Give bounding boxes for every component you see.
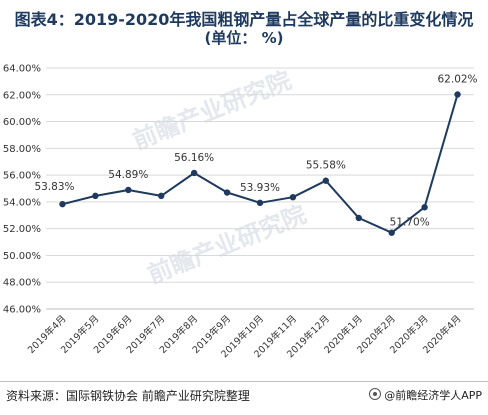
y-tick-label: 56.00% xyxy=(3,171,41,182)
data-label: 55.58% xyxy=(306,160,346,172)
y-axis-ticks: 46.00% 48.00% 50.00% 52.00% 54.00% 56.00% 58.0… xyxy=(3,64,41,316)
data-point xyxy=(388,229,395,236)
y-tick-label: 48.00% xyxy=(3,278,41,289)
data-point xyxy=(158,192,165,200)
data-point xyxy=(256,199,264,207)
data-label: 62.02% xyxy=(438,74,478,86)
brand-credit-text: @前瞻经济学人APP xyxy=(384,389,482,402)
y-tick-label: 64.00% xyxy=(3,64,41,75)
watermark-text: 前瞻产业研究院 xyxy=(144,200,310,289)
series-line xyxy=(62,94,459,234)
data-labels: 53.83% 54.89% 56.16% 53.93% 55.58% 51.70% 62.0… xyxy=(34,74,477,229)
brand-credit: @前瞻经济学人APP xyxy=(369,387,482,403)
y-tick-label: 46.00% xyxy=(3,305,41,316)
footer-divider xyxy=(0,381,488,382)
data-label: 56.16% xyxy=(174,152,214,164)
data-label: 53.83% xyxy=(34,181,74,193)
y-tick-label: 60.00% xyxy=(3,117,41,128)
data-label: 53.93% xyxy=(240,182,280,194)
data-label: 54.89% xyxy=(108,169,148,181)
brand-logo-icon xyxy=(369,388,382,400)
data-points xyxy=(59,91,461,236)
y-tick-label: 54.00% xyxy=(3,197,41,208)
y-tick-label: 50.00% xyxy=(3,251,41,262)
series-line-group xyxy=(62,94,459,234)
watermark-text: 前瞻产业研究院 xyxy=(129,66,295,155)
y-tick-label: 58.00% xyxy=(3,144,41,155)
data-label: 51.70% xyxy=(390,217,430,229)
y-tick-label: 62.00% xyxy=(3,90,41,101)
y-tick-label: 52.00% xyxy=(3,224,41,235)
data-point xyxy=(92,192,99,200)
data-point xyxy=(454,91,461,98)
data-point xyxy=(59,200,66,208)
data-point xyxy=(190,169,198,177)
data-point xyxy=(125,186,132,194)
chart-title: 图表4：2019-2020年我国粗钢产量占全球产量的比重变化情况 xyxy=(14,10,474,29)
x-axis-ticks: 2019年4月2019年5月2019年6月2019年7月2019年8月2019年… xyxy=(25,313,463,361)
data-point xyxy=(421,204,428,211)
chart-unit-subtitle: (单位： %) xyxy=(204,29,284,47)
data-point xyxy=(289,194,297,201)
data-point xyxy=(355,214,362,222)
data-point xyxy=(223,189,231,196)
source-note: 资料来源：国际钢铁协会 前瞻产业研究院整理 xyxy=(6,389,250,403)
data-point xyxy=(322,177,330,184)
